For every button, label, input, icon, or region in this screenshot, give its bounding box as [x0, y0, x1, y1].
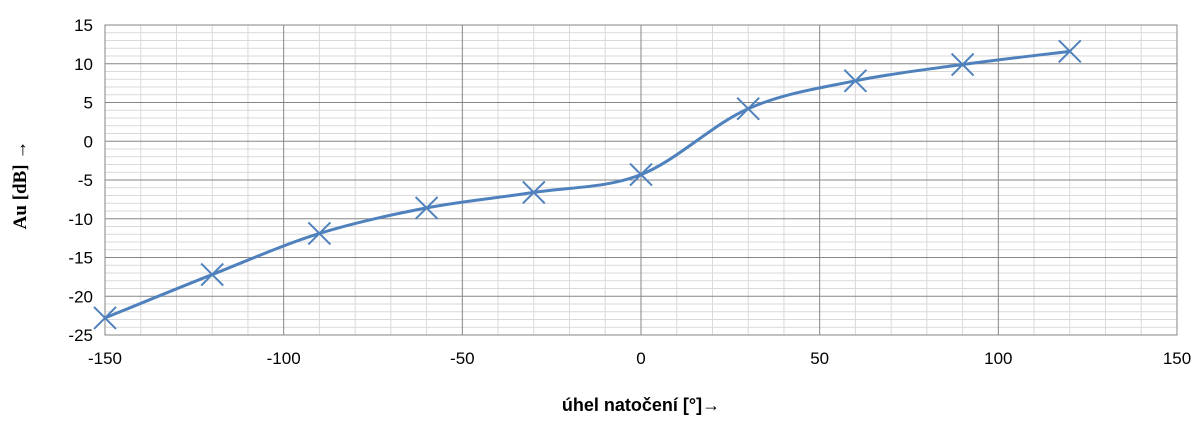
data-point-marker — [414, 196, 439, 220]
y-tick-label: 5 — [84, 94, 93, 113]
x-tick-label: 100 — [984, 349, 1012, 368]
y-tick-label: -5 — [78, 171, 93, 190]
x-tick-label: -150 — [88, 349, 122, 368]
x-tick-label: -50 — [450, 349, 475, 368]
y-tick-label: -20 — [68, 287, 93, 306]
y-tick-label: -10 — [68, 210, 93, 229]
y-tick-label: 15 — [74, 16, 93, 35]
series-line — [103, 49, 1072, 320]
x-tick-label: 0 — [636, 349, 645, 368]
y-tick-label: -15 — [68, 249, 93, 268]
data-point-marker — [736, 96, 760, 121]
x-axis-title: úhel natočení [°]→ — [562, 395, 720, 415]
data-point-marker — [1058, 39, 1082, 64]
y-axis-ticks: 15 10 5 0 -5 -10 -15 -20 -25 — [68, 16, 93, 345]
y-tick-label: 0 — [84, 132, 93, 151]
data-point-marker — [843, 69, 868, 93]
x-tick-label: 50 — [810, 349, 829, 368]
plot-area — [104, 24, 1178, 336]
x-tick-label: -100 — [267, 349, 301, 368]
data-point-marker — [200, 262, 224, 287]
x-tick-label: 150 — [1163, 349, 1191, 368]
x-axis-ticks: -150 -100 -50 0 50 100 150 — [88, 349, 1191, 368]
y-tick-label: -25 — [68, 326, 93, 345]
y-axis-title: Au [dB] → — [10, 141, 31, 230]
data-markers — [93, 39, 1082, 330]
y-tick-label: 10 — [74, 55, 93, 74]
data-point-marker — [522, 180, 546, 205]
data-point-marker — [950, 52, 975, 77]
data-point-marker — [93, 306, 117, 330]
data-point-marker — [629, 162, 653, 187]
data-point-marker — [307, 221, 332, 246]
